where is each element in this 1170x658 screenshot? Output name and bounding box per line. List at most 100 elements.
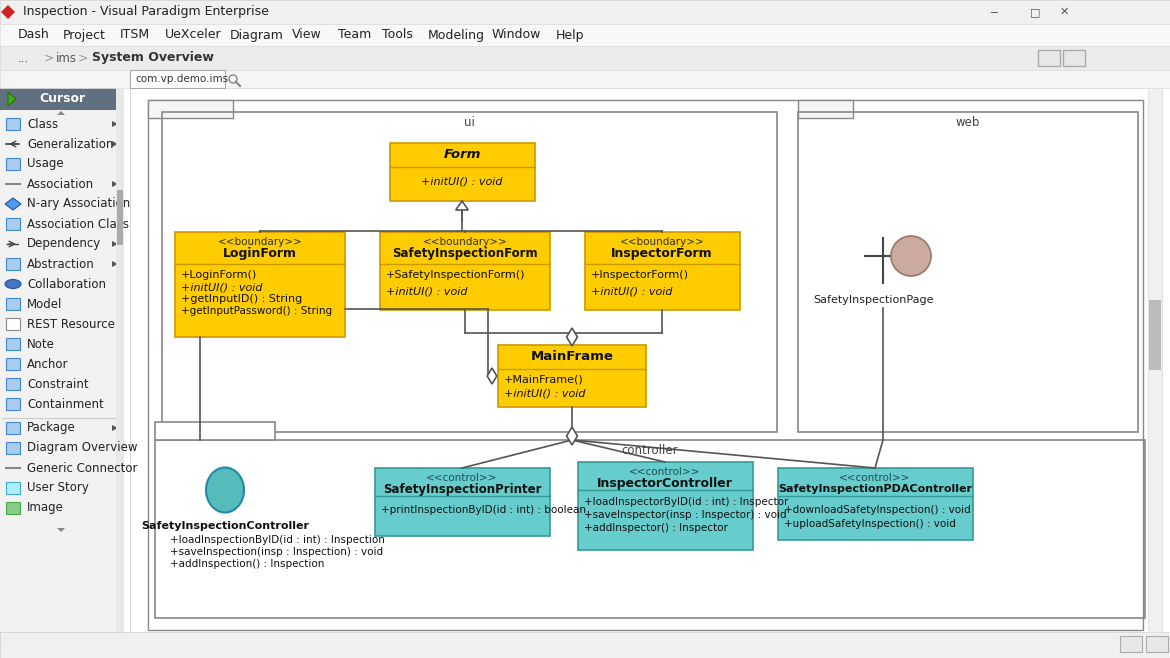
Text: +initUI() : void: +initUI() : void [591,287,673,297]
Text: ✕: ✕ [1060,7,1069,17]
Text: SafetyInspectionPage: SafetyInspectionPage [813,295,934,305]
Bar [578,462,753,550]
Text: Window: Window [493,28,542,41]
Text: LoginForm: LoginForm [223,247,297,261]
Text: +SafetyInspectionForm(): +SafetyInspectionForm() [386,270,525,280]
Bar [985,3,1170,21]
Polygon shape [0,46,218,70]
Bar [0,0,1170,24]
Text: SafetyInspectionPDAController: SafetyInspectionPDAController [778,484,972,494]
Text: <<boundary>>: <<boundary>> [620,237,704,247]
Polygon shape [112,425,118,431]
Bar [0,632,1170,658]
Polygon shape [455,201,468,210]
Text: Model: Model [27,297,62,311]
Text: <<control>>: <<control>> [629,467,701,477]
Bar [1148,88,1162,632]
Bar [0,88,122,110]
Bar [6,398,20,410]
Text: +getInputID() : String: +getInputID() : String [181,294,302,304]
Text: <<boundary>>: <<boundary>> [422,237,508,247]
Text: ui: ui [463,116,475,128]
Text: +addInspector() : Inspector: +addInspector() : Inspector [584,523,728,533]
Ellipse shape [206,467,245,513]
Polygon shape [8,92,16,106]
Bar [1064,50,1085,66]
Polygon shape [112,241,118,247]
Text: Project: Project [63,28,105,41]
Text: +getInputPassword() : String: +getInputPassword() : String [181,306,332,316]
Text: +InspectorForm(): +InspectorForm() [591,270,689,280]
Text: SafetyInspectionPrinter: SafetyInspectionPrinter [383,482,542,495]
Bar [6,378,20,390]
Polygon shape [57,111,66,115]
Polygon shape [5,198,21,210]
Bar [6,318,20,330]
Text: +printInspectionByID(id : int) : boolean: +printInspectionByID(id : int) : boolean [381,505,586,515]
Text: Association: Association [27,178,94,191]
Text: +uploadSafetyInspection() : void: +uploadSafetyInspection() : void [784,519,956,529]
Text: Anchor: Anchor [27,357,69,370]
Bar [498,345,646,407]
Bar [1120,636,1142,652]
Text: <<control>>: <<control>> [839,473,910,483]
Bar [176,232,345,337]
Text: Dash: Dash [18,28,50,41]
Text: +saveInspection(insp : Inspection) : void: +saveInspection(insp : Inspection) : voi… [170,547,383,557]
Text: SafetyInspectionForm: SafetyInspectionForm [392,247,538,261]
Text: Image: Image [27,501,64,515]
Text: Form: Form [443,149,481,161]
Text: Diagram: Diagram [230,28,284,41]
Text: Abstraction: Abstraction [27,257,95,270]
Bar [6,158,20,170]
Text: Generalization: Generalization [27,138,113,151]
Text: □: □ [1030,7,1040,17]
Text: +loadInspectionByID(id : int) : Inspection: +loadInspectionByID(id : int) : Inspecti… [170,535,385,545]
Text: Cursor: Cursor [39,93,85,105]
Bar [116,88,124,646]
Text: Dependency: Dependency [27,238,102,251]
Text: Constraint: Constraint [27,378,89,390]
Text: UeXceler: UeXceler [165,28,221,41]
Bar [0,46,1170,70]
Text: +LoginForm(): +LoginForm() [181,270,257,280]
Bar [0,70,1170,88]
Text: User Story: User Story [27,482,89,495]
Text: Help: Help [556,28,585,41]
Text: com.vp.demo.ims: com.vp.demo.ims [135,74,228,84]
Text: Note: Note [27,338,55,351]
Bar [1038,50,1060,66]
Bar [117,190,123,245]
Bar [1145,636,1168,652]
Bar [154,440,1145,618]
Polygon shape [112,141,118,147]
Bar [130,70,225,88]
Bar [0,24,1170,46]
Bar [798,100,853,118]
Text: +initUI() : void: +initUI() : void [421,176,503,186]
Polygon shape [57,528,66,532]
Bar [6,298,20,310]
Text: Class: Class [27,118,58,130]
Ellipse shape [5,280,21,288]
Bar [154,422,275,440]
Text: <<control>>: <<control>> [426,473,497,483]
Text: REST Resource: REST Resource [27,318,115,330]
Text: Inspection - Visual Paradigm Enterprise: Inspection - Visual Paradigm Enterprise [23,5,269,18]
Text: Modeling: Modeling [428,28,486,41]
Bar [778,468,973,540]
Bar [6,358,20,370]
Bar [380,232,550,310]
Text: <<boundary>>: <<boundary>> [218,237,302,247]
Text: Collaboration: Collaboration [27,278,106,290]
Text: Tools: Tools [381,28,413,41]
Text: Containment: Containment [27,397,104,411]
Bar [6,338,20,350]
Text: +initUI() : void: +initUI() : void [504,389,585,399]
Polygon shape [1,5,15,19]
Polygon shape [112,261,118,267]
Bar [6,218,20,230]
Bar [147,100,233,118]
Text: Association Class: Association Class [27,218,129,230]
Text: +saveInspector(insp : Inspector) : void: +saveInspector(insp : Inspector) : void [584,510,786,520]
